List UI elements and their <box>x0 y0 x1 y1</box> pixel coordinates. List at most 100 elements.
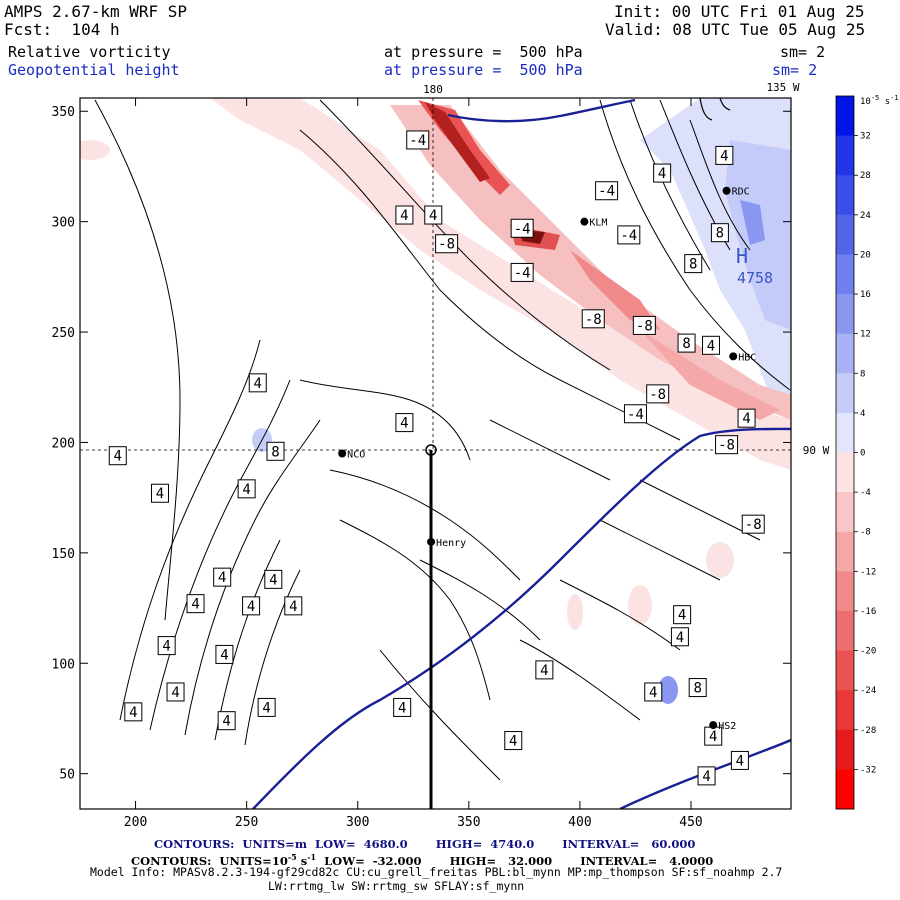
contour-label-box <box>242 596 261 616</box>
contour-label: 4 <box>242 596 261 616</box>
contour-label-box <box>435 234 459 254</box>
contour-label-box <box>504 731 523 751</box>
contour-label-text: -4 <box>514 221 531 237</box>
colorbar-swatch <box>836 729 854 770</box>
y-tick-label: 350 <box>52 105 75 120</box>
contour-label-text: 4 <box>736 753 744 769</box>
contour-label: 4 <box>108 446 127 466</box>
contour-label-text: 8 <box>271 444 279 460</box>
contour-label: 4 <box>213 567 232 587</box>
contour-label-text: 4 <box>676 630 684 646</box>
contour-label-box <box>284 596 303 616</box>
contour-label: 4 <box>653 163 672 183</box>
contour-label-text: 4 <box>218 570 226 586</box>
contour-label-box <box>393 697 412 717</box>
contour-label: -8 <box>715 435 739 455</box>
contour-label-box <box>237 479 256 499</box>
contour-label: 4 <box>150 483 169 503</box>
contour-label-text: 4 <box>720 148 728 164</box>
high-center-value: 4758 <box>737 269 773 287</box>
field1-level: at pressure = 500 hPa <box>384 43 583 61</box>
contour-label: 4 <box>186 594 205 614</box>
station-marker <box>427 537 436 546</box>
contour-label: -4 <box>617 225 641 245</box>
contour-label-text: 4 <box>398 700 406 716</box>
contour-label-box <box>730 750 749 770</box>
x-tick-label: 250 <box>235 815 258 830</box>
contour-label-box <box>684 254 703 274</box>
x-tick-label: 400 <box>568 815 591 830</box>
colorbar-tick-label: 20 <box>860 250 871 260</box>
contour-label: 4 <box>284 596 303 616</box>
contour-label-box <box>395 413 414 433</box>
contour-label-text: 4 <box>709 729 717 745</box>
contour-label-text: 4 <box>171 685 179 701</box>
contour-label-text: -4 <box>514 265 531 281</box>
contour-label-text: -4 <box>620 228 637 244</box>
contour-label-text: 4 <box>242 482 250 498</box>
contour-label-text: 4 <box>191 597 199 613</box>
y-tick-label: 100 <box>52 657 75 672</box>
colorbar-swatch <box>836 135 854 176</box>
contour-label-text: -4 <box>409 133 426 149</box>
colorbar: 32 28 24 20 16 12 8 4 0 -4 -8 -12 -16 -20 -24 -28 -32 <box>835 95 876 810</box>
contour-label: 4 <box>504 731 523 751</box>
contour-label: 4 <box>737 408 756 428</box>
field1-name: Relative vorticity <box>8 43 171 61</box>
contour-label-box <box>581 309 605 329</box>
contour-label-box <box>702 335 721 355</box>
contour-label: 4 <box>697 766 716 786</box>
contour-label-box <box>673 605 692 625</box>
contour-label-box <box>710 223 729 243</box>
contour-label-box <box>670 627 689 647</box>
colorbar-tick-label: 8 <box>860 369 865 379</box>
contour-label: -8 <box>646 384 670 404</box>
contour-label-box <box>406 130 430 150</box>
contour-label-text: 8 <box>689 257 697 273</box>
x-tick-label: 350 <box>457 815 480 830</box>
contour-label-box <box>646 384 670 404</box>
station-hbc: HBC <box>729 352 756 363</box>
colorbar-swatch <box>836 214 854 255</box>
contour-label-text: 4 <box>247 599 255 615</box>
contour-label: 4 <box>395 413 414 433</box>
geopotential-height-contours <box>252 98 791 809</box>
contour-label-box <box>623 404 647 424</box>
negative-vorticity-band <box>210 98 791 470</box>
contour-label-text: 4 <box>429 208 437 224</box>
contour-label-box <box>213 567 232 587</box>
colorbar-swatch <box>836 610 854 652</box>
contour-label-box <box>595 181 619 201</box>
contour-label-box <box>157 636 176 656</box>
contour-label: -8 <box>632 315 656 335</box>
height-contour-4740-north <box>447 98 636 123</box>
station-henry: Henry <box>427 537 466 549</box>
contour-label: -4 <box>510 262 534 282</box>
colorbar-swatch <box>836 769 854 810</box>
y-tick-label: 300 <box>52 216 75 231</box>
contour-label-text: -8 <box>649 387 666 403</box>
contour-label-text: 4 <box>400 416 408 432</box>
colorbar-swatch <box>836 373 854 414</box>
contour-label-text: 4 <box>707 338 715 354</box>
colorbar-swatch <box>836 175 854 216</box>
contour-label-box <box>632 315 656 335</box>
field2-name: Geopotential height <box>8 61 180 79</box>
y-tick-label: 250 <box>52 326 75 341</box>
colorbar-swatch <box>836 571 854 612</box>
contour-label-box <box>186 594 205 614</box>
contour-label-text: 4 <box>649 685 657 701</box>
contour-label-text: 4 <box>254 376 262 392</box>
contour-label-box <box>510 218 534 238</box>
contour-label: 4 <box>257 697 276 717</box>
contour-label-text: 4 <box>678 608 686 624</box>
field2-level: at pressure = 500 hPa <box>384 61 583 79</box>
plot-frame <box>79 97 792 810</box>
contour-label-text: -8 <box>745 517 762 533</box>
colorbar-swatch <box>836 690 854 731</box>
contour-label-text: 4 <box>400 208 408 224</box>
colorbar-unit: 10-5 s-1 <box>860 94 899 107</box>
station-marker <box>709 721 718 730</box>
x-tick-label: 200 <box>124 815 147 830</box>
